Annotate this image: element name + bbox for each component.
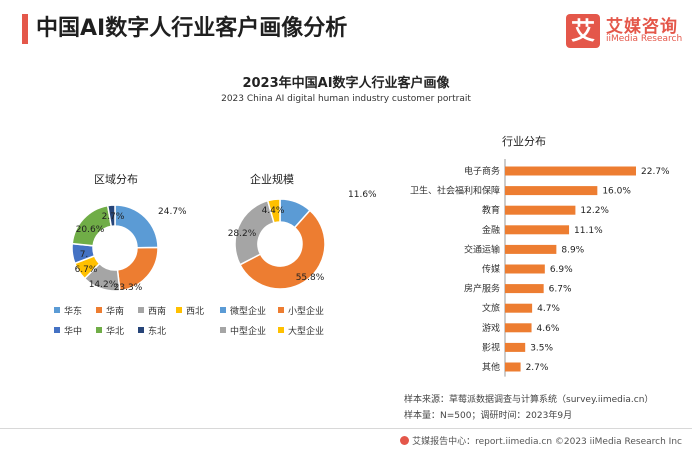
page-title: 中国AI数字人行业客户画像分析 xyxy=(36,16,348,41)
legend-label: 东北 xyxy=(148,325,166,337)
logo-english-name: iiMedia Research xyxy=(606,34,683,44)
legend-swatch xyxy=(176,307,182,313)
legend-label: 大型企业 xyxy=(288,325,324,337)
legend-swatch xyxy=(96,307,102,313)
donut-title: 区域分布 xyxy=(94,173,138,186)
legend-swatch xyxy=(220,327,226,333)
bar-category-label: 游戏 xyxy=(482,322,500,334)
slice-value-label: 4.4% xyxy=(262,206,285,216)
bar-value-label: 2.7% xyxy=(526,363,549,373)
bar-value-label: 4.6% xyxy=(537,324,560,334)
logo-mark: 艾 xyxy=(566,14,600,48)
slice-value-label: 2.7% xyxy=(102,212,125,222)
legend-swatch xyxy=(138,327,144,333)
bar-category-label: 其他 xyxy=(482,361,500,373)
slice-value-label: 55.8% xyxy=(296,273,325,283)
sample-line: 样本量：N=500；调研时间：2023年9月 xyxy=(404,411,573,421)
bar xyxy=(505,323,532,333)
bar-category-label: 卫生、社会福利和保障 xyxy=(410,185,500,197)
donut-title: 企业规模 xyxy=(250,172,294,186)
bar xyxy=(505,205,576,215)
legend-label: 中型企业 xyxy=(230,325,266,337)
bar-value-label: 6.7% xyxy=(549,285,572,295)
legend-swatch xyxy=(278,327,284,333)
bar-value-label: 6.9% xyxy=(550,265,573,275)
iimedia-logo: 艾 艾媒咨询 iiMedia Research xyxy=(566,12,686,52)
legend-label: 微型企业 xyxy=(230,305,266,317)
slice-value-label: 23.3% xyxy=(114,283,143,293)
slice-value-label: 28.2% xyxy=(228,229,257,239)
bar-value-label: 3.5% xyxy=(530,343,553,353)
bar xyxy=(505,284,544,294)
bar-category-label: 电子商务 xyxy=(464,165,500,177)
legend-label: 西南 xyxy=(148,305,166,317)
legend-swatch xyxy=(54,307,60,313)
legend-swatch xyxy=(54,327,60,333)
donut-slice xyxy=(106,204,116,228)
bar-value-label: 11.1% xyxy=(574,226,603,236)
bar xyxy=(505,225,570,235)
title-accent-bar xyxy=(22,14,28,44)
legend-label: 小型企业 xyxy=(288,305,324,317)
bar-category-label: 传媒 xyxy=(482,263,500,275)
slice-value-label: 14.2% xyxy=(89,280,118,290)
bar-category-label: 金融 xyxy=(482,224,500,236)
donut-slice xyxy=(234,199,275,266)
legend-label: 华东 xyxy=(64,305,82,317)
slice-value-label: 7. xyxy=(80,250,89,260)
slice-value-label: 6.7% xyxy=(75,265,98,275)
footer-divider xyxy=(0,428,692,429)
footer-text: 艾媒报告中心：report.iimedia.cn ©2023 iiMedia R… xyxy=(412,437,682,447)
bar-value-label: 4.7% xyxy=(537,304,560,314)
legend-label: 华中 xyxy=(64,325,82,337)
legend-swatch xyxy=(96,327,102,333)
bar xyxy=(505,166,636,176)
legend-label: 西北 xyxy=(186,306,204,317)
bar-value-label: 16.0% xyxy=(602,187,631,197)
slice-value-label: 20.6% xyxy=(76,225,105,235)
logo-chinese-name: 艾媒咨询 xyxy=(606,17,678,37)
bar-category-label: 交通运输 xyxy=(464,243,500,255)
bar xyxy=(505,244,557,254)
slice-value-label: 24.7% xyxy=(158,207,187,217)
legend-label: 华南 xyxy=(106,305,124,317)
bar-category-label: 房产服务 xyxy=(464,283,500,295)
bar-value-label: 12.2% xyxy=(580,206,609,216)
bar-chart-title: 行业分布 xyxy=(502,135,546,148)
chart-title: 2023年中国AI数字人行业客户画像 xyxy=(242,76,450,91)
source-line: 样本来源：草莓派数据调查与计算系统（survey.iimedia.cn） xyxy=(404,395,654,405)
slice-value-label: 11.6% xyxy=(348,190,377,200)
bar-category-label: 影视 xyxy=(482,341,500,353)
footer: 艾媒报告中心：report.iimedia.cn ©2023 iiMedia R… xyxy=(400,434,682,447)
bar-category-label: 文旅 xyxy=(482,302,500,314)
bar-value-label: 22.7% xyxy=(641,167,670,177)
legend-swatch xyxy=(220,307,226,313)
legend-swatch xyxy=(138,307,144,313)
bar-value-label: 8.9% xyxy=(561,245,584,255)
bar xyxy=(505,303,533,313)
bar xyxy=(505,264,545,274)
legend-label: 华北 xyxy=(106,325,124,337)
bar xyxy=(505,362,521,372)
chart-subtitle: 2023 China AI digital human industry cus… xyxy=(221,94,471,104)
legend-swatch xyxy=(278,307,284,313)
bar-category-label: 教育 xyxy=(482,204,500,216)
donut-slice xyxy=(266,198,281,224)
bar xyxy=(505,342,526,352)
report-center-icon xyxy=(400,436,410,445)
donut-slice xyxy=(239,209,326,290)
bar xyxy=(505,186,598,196)
